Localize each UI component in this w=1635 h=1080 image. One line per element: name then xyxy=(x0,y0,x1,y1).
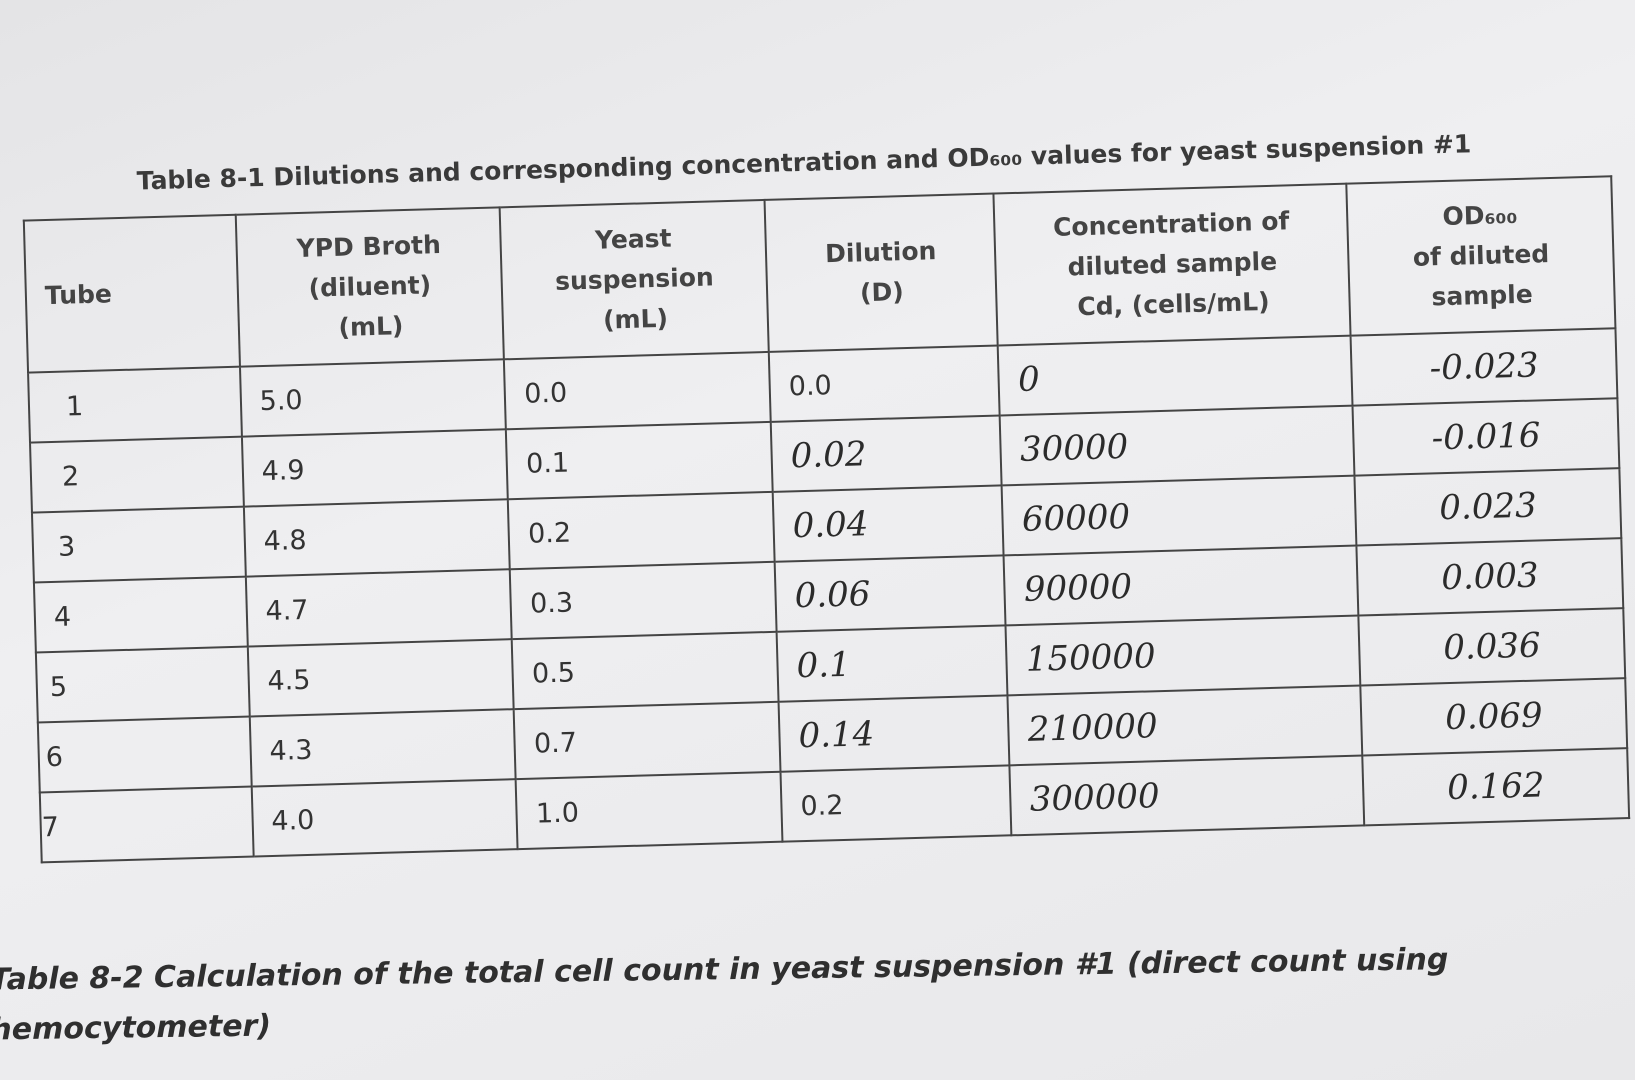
table-cell: 4 xyxy=(33,576,248,653)
header-line: Tube xyxy=(44,279,113,311)
table-cell: 0.14 xyxy=(778,695,1010,772)
table-cell: 60000 xyxy=(1001,475,1357,556)
table-cell: 4.3 xyxy=(249,709,516,787)
table-cell: 4.8 xyxy=(243,499,511,577)
table-cell: -0.023 xyxy=(1350,328,1618,406)
table-cell: 300000 xyxy=(1009,755,1365,836)
table-cell: 0.5 xyxy=(512,631,779,710)
header-line: (mL) xyxy=(338,311,404,342)
table-cell: 0.162 xyxy=(1362,748,1630,826)
table-cell: 5 xyxy=(35,646,250,723)
table-cell: 4.0 xyxy=(251,779,518,857)
table-cell: 0.0 xyxy=(768,345,1001,422)
header-line: Dilution xyxy=(824,236,937,269)
table-cell: 0 xyxy=(998,335,1353,416)
document-sheet: Table 8-1 Dilutions and corresponding co… xyxy=(10,75,1630,863)
table-cell: 1 xyxy=(28,366,242,443)
header-line: (diluent) xyxy=(308,270,432,303)
table-cell: 30000 xyxy=(1000,405,1355,486)
table-cell: 4.5 xyxy=(247,639,515,717)
table-cell: 0.06 xyxy=(774,555,1006,632)
table-cell: 4.9 xyxy=(241,429,509,507)
table-body: 1 5.0 0.0 0.0 0 -0.023 2 4.9 0.1 0.02 30000 -0.016 3… xyxy=(28,328,1630,863)
header-line: Cd, (cells/mL) xyxy=(1076,286,1270,322)
table-cell: 6 xyxy=(37,716,252,793)
header-line: sample xyxy=(1431,279,1534,312)
table-cell: 0.04 xyxy=(772,485,1004,562)
column-header: Dilution (D) xyxy=(764,193,999,352)
table-cell: 0.7 xyxy=(514,701,781,780)
table-cell: 0.02 xyxy=(770,415,1002,492)
table-cell: 0.1 xyxy=(776,625,1008,702)
table-cell: 0.036 xyxy=(1358,608,1626,686)
column-header: Tube xyxy=(23,214,240,373)
header-line: suspension xyxy=(554,262,715,296)
table-cell: 0.2 xyxy=(780,765,1012,842)
table-cell: 3 xyxy=(31,506,246,583)
table-cell: 0.0 xyxy=(504,351,771,430)
table-cell: 90000 xyxy=(1003,545,1359,626)
header-line: (mL) xyxy=(602,303,669,335)
header-line: Yeast xyxy=(594,223,672,255)
table-cell: 0.2 xyxy=(508,491,775,570)
dilution-table: Tube YPD Broth (diluent) (mL) Yeast suspensio… xyxy=(23,175,1630,863)
column-header: OD₆₀₀ of diluted sample xyxy=(1346,176,1616,336)
table-cell: 0.3 xyxy=(510,561,777,640)
table-cell: 0.003 xyxy=(1356,538,1624,616)
column-header: YPD Broth (diluent) (mL) xyxy=(235,207,505,367)
table-cell: 150000 xyxy=(1005,615,1361,696)
next-table-caption: Table 8-2 Calculation of the total cell … xyxy=(0,942,1449,1048)
header-line: YPD Broth xyxy=(296,230,442,264)
header-line: (D) xyxy=(859,277,905,308)
table-cell: 2 xyxy=(30,436,244,513)
table-cell: 4.7 xyxy=(245,569,513,647)
header-line: OD₆₀₀ xyxy=(1442,199,1518,232)
table-cell: 5.0 xyxy=(239,359,507,437)
table-cell: 1.0 xyxy=(515,771,783,850)
column-header: Concentration of diluted sample Cd, (cells… xyxy=(993,183,1351,346)
header-line: of diluted xyxy=(1412,239,1550,272)
table-cell: 210000 xyxy=(1007,685,1363,766)
table-cell: 0.023 xyxy=(1354,468,1622,546)
table-cell: 0.069 xyxy=(1360,678,1628,756)
table-cell: 7 xyxy=(39,786,254,863)
column-header: Yeast suspension (mL) xyxy=(500,199,769,360)
table-cell: -0.016 xyxy=(1352,398,1620,476)
table-cell: 0.1 xyxy=(506,421,773,500)
